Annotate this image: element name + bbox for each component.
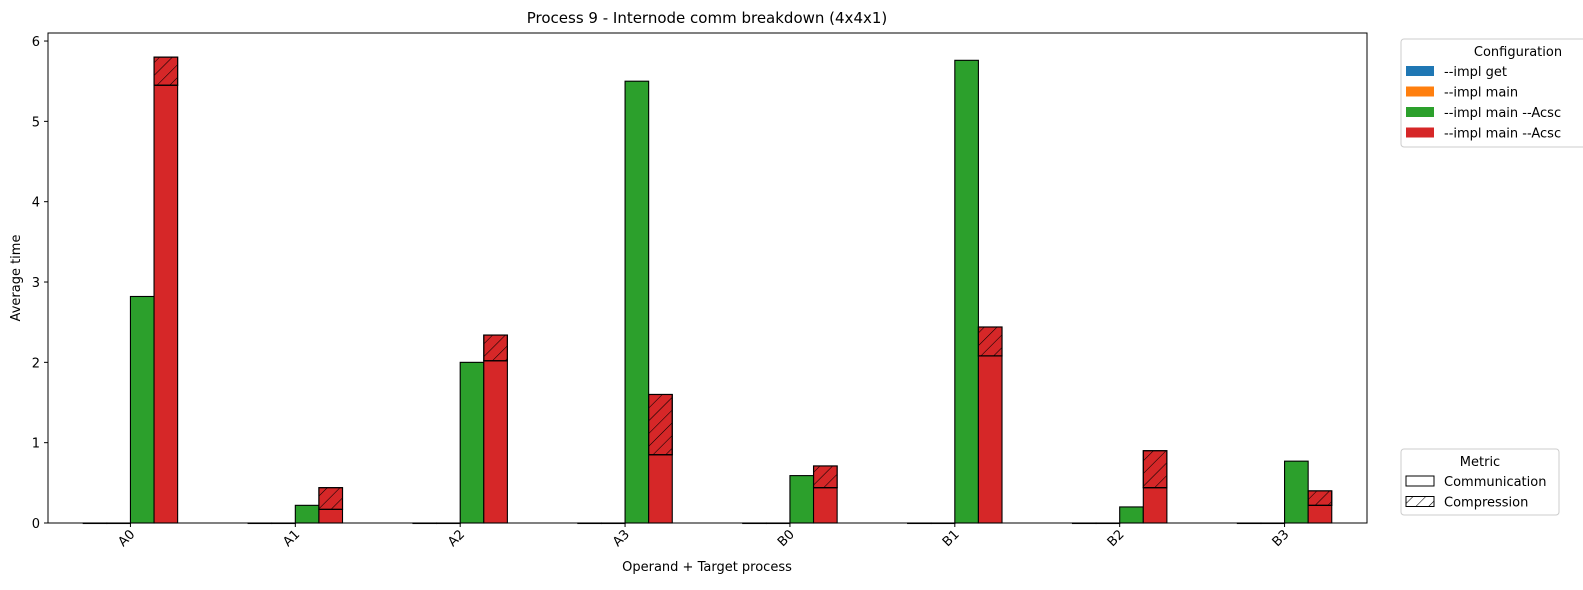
bar-B1-series-3-compression-hatch <box>977 326 1003 357</box>
y-tick-label: 0 <box>32 517 40 532</box>
x-axis-label: Operand + Target process <box>622 560 792 575</box>
plot-frame <box>47 32 1368 524</box>
chart-title: Process 9 - Internode comm breakdown (4x… <box>527 9 888 27</box>
x-tick-label: B3 <box>1270 527 1293 550</box>
bar-A3-series-3-compression-hatch <box>648 393 673 456</box>
x-tick-label: B2 <box>1105 527 1128 550</box>
y-tick-label: 5 <box>32 115 40 130</box>
bar-B3-series-3-compression-hatch <box>1307 490 1333 506</box>
bar-A2-series-3-communication <box>483 360 508 524</box>
legend-metric-swatch <box>1405 475 1435 487</box>
bar-B3-series-2-communication <box>1284 460 1309 524</box>
bar-B2-series-3-compression-hatch <box>1142 450 1168 489</box>
legend-entry-label: --impl main <box>1444 86 1518 101</box>
bar-B0-series-3-communication <box>812 487 838 524</box>
bar-A1-series-2-communication <box>294 504 320 524</box>
y-axis-label: Average time <box>9 235 24 322</box>
legend-configuration: Configuration --impl get --impl main --impl… <box>1400 38 1583 148</box>
legend-entry-label: --impl main --Acsc <box>1444 127 1561 142</box>
bar-A0-series-3-communication <box>153 84 179 524</box>
bar-B3-series-3-communication <box>1307 504 1333 524</box>
y-tick-label: 3 <box>32 276 40 291</box>
bar-A1-series-3-communication <box>318 508 344 524</box>
legend-metric-frame <box>1400 448 1560 516</box>
bar-A1-series-3-compression-hatch <box>318 487 344 510</box>
bar-B1-series-3-communication <box>977 355 1003 524</box>
bar-B2-series-2-communication <box>1119 506 1144 524</box>
bar-B0-series-2-communication <box>789 475 815 524</box>
bar-B1-series-2-communication <box>954 59 979 524</box>
y-tick-label: 2 <box>32 356 40 371</box>
bar-A3-series-3-communication <box>648 454 673 524</box>
y-tick-label: 4 <box>32 196 40 211</box>
y-tick-label: 6 <box>32 35 40 50</box>
x-tick-label: B1 <box>940 527 963 550</box>
bar-A0-series-2-communication <box>129 295 155 524</box>
x-tick-label: A2 <box>445 527 468 550</box>
bar-B0-series-3-compression-hatch <box>812 465 838 489</box>
bar-A3-series-2-communication <box>624 80 650 524</box>
x-tick-label: A0 <box>116 527 139 550</box>
legend-swatch <box>1406 86 1434 97</box>
y-tick-label: 1 <box>32 437 40 452</box>
legend-swatch <box>1406 127 1434 138</box>
x-tick-label: A3 <box>610 527 633 550</box>
legend-entry-label: --impl main --Acsc <box>1444 106 1561 121</box>
legend-metric-swatch-hatch <box>1405 496 1435 507</box>
bar-B2-series-3-communication <box>1142 487 1168 524</box>
legend-swatch <box>1406 66 1434 76</box>
bar-A2-series-3-compression-hatch <box>483 334 508 362</box>
legend-entry-label: --impl get <box>1444 65 1507 80</box>
bar-A2-series-2-communication <box>459 361 485 524</box>
legend-configuration-frame <box>1400 38 1583 148</box>
legend-metric-label: Communication <box>1444 475 1546 490</box>
bar-A0-series-3-compression-hatch <box>153 56 179 86</box>
legend-metric: Metric Communication Compression <box>1400 448 1560 516</box>
x-tick-label: A1 <box>280 527 303 550</box>
x-tick-label: B0 <box>775 527 798 550</box>
legend-swatch <box>1406 107 1434 117</box>
legend-configuration-title: Configuration <box>1474 45 1562 60</box>
legend-metric-label: Compression <box>1444 496 1528 511</box>
bars-group <box>82 56 1333 525</box>
legend-metric-title: Metric <box>1460 455 1500 470</box>
